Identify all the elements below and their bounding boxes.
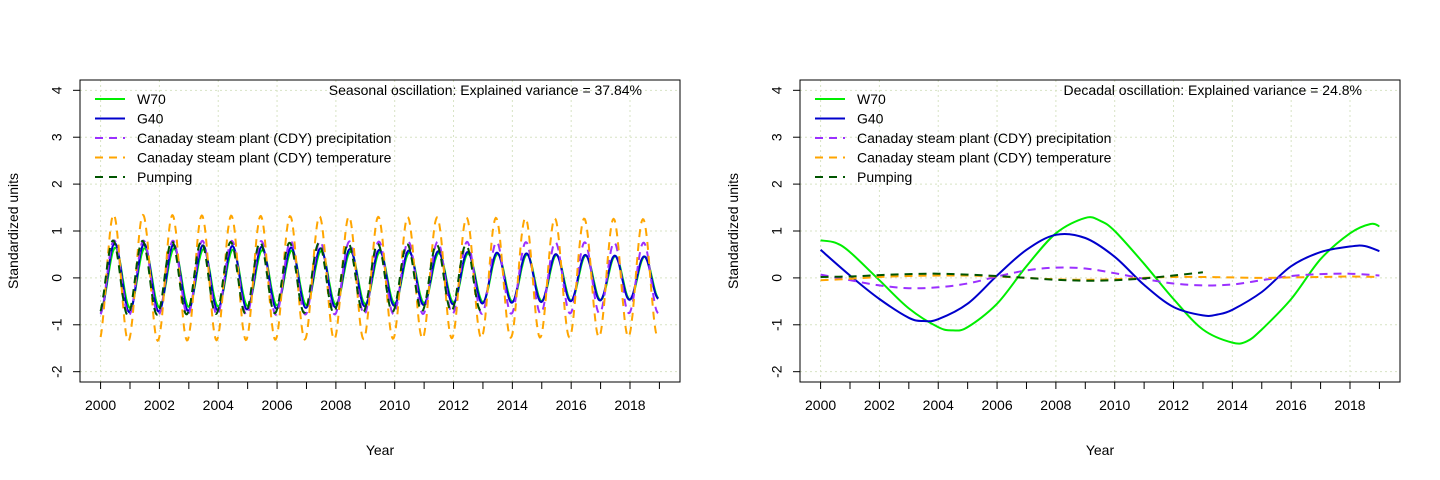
x-tick-label: 2010	[1099, 397, 1130, 413]
y-tick-label: 4	[769, 86, 785, 94]
y-axis: -2 -1 0 1 2 3 4 Standardized units	[725, 86, 801, 378]
legend-label: Canaday steam plant (CDY) temperature	[857, 150, 1112, 166]
x-tick-label: 2012	[438, 397, 469, 413]
x-tick-label: 2016	[556, 397, 587, 413]
legend-label: G40	[137, 111, 164, 127]
y-tick-label: 3	[49, 133, 65, 141]
chart-panel-2: 2000 2002 2004 2006 2008 2010 2012 2014 2016 2018…	[725, 79, 1401, 458]
series-line-4	[99, 213, 659, 343]
x-axis-label: Year	[1086, 442, 1115, 458]
x-tick-label: 2018	[614, 397, 645, 413]
legend-label: Pumping	[857, 169, 912, 185]
y-tick-label: 1	[769, 227, 785, 235]
x-axis: 2000 2002 2004 2006 2008 2010 2012 2014 2016 2018…	[805, 381, 1380, 458]
series-line-5	[820, 271, 1204, 282]
legend-label: Canaday steam plant (CDY) precipitation	[857, 130, 1111, 146]
y-tick-label: -1	[49, 318, 65, 331]
chart-title: Decadal oscillation: Explained variance …	[1064, 82, 1362, 98]
y-tick-label: -1	[769, 318, 785, 331]
series-line-5	[99, 239, 484, 317]
y-tick-label: -2	[769, 365, 785, 378]
y-tick-label: 2	[49, 180, 65, 188]
x-tick-label: 2004	[203, 397, 234, 413]
x-tick-label: 2008	[320, 397, 351, 413]
x-tick-label: 2014	[497, 397, 528, 413]
grid-lines	[80, 80, 680, 382]
x-tick-label: 2000	[85, 397, 116, 413]
y-axis-label: Standardized units	[725, 173, 741, 289]
x-tick-label: 2000	[805, 397, 836, 413]
y-axis: -2 -1 0 1 2 3 4 Standardized units	[5, 86, 81, 378]
y-tick-label: 4	[49, 86, 65, 94]
legend: W70 G40 Canaday steam plant (CDY) precipit…	[815, 91, 1112, 185]
legend-label: G40	[857, 111, 884, 127]
x-tick-label: 2018	[1334, 397, 1365, 413]
x-axis-label: Year	[366, 442, 395, 458]
legend-label: W70	[857, 91, 886, 107]
series-line-1	[820, 216, 1380, 345]
series-line-2	[819, 232, 1380, 323]
series-line-3	[820, 266, 1380, 290]
x-tick-label: 2006	[981, 397, 1012, 413]
x-axis: 2000 2002 2004 2006 2008 2010 2012 2014 2016 2018…	[85, 381, 660, 458]
legend-label: Canaday steam plant (CDY) temperature	[137, 150, 392, 166]
y-tick-label: 2	[769, 180, 785, 188]
legend: W70 G40 Canaday steam plant (CDY) precipit…	[95, 91, 392, 185]
x-tick-label: 2014	[1217, 397, 1248, 413]
x-tick-label: 2012	[1158, 397, 1189, 413]
y-axis-label: Standardized units	[5, 173, 21, 289]
series-line-3	[99, 239, 659, 317]
x-tick-label: 2008	[1040, 397, 1071, 413]
x-tick-label: 2004	[923, 397, 954, 413]
x-tick-label: 2002	[144, 397, 175, 413]
y-tick-label: 1	[49, 227, 65, 235]
chart-title: Seasonal oscillation: Explained variance…	[329, 82, 642, 98]
grid-lines	[800, 80, 1400, 382]
y-tick-label: 0	[49, 274, 65, 282]
y-tick-label: 3	[769, 133, 785, 141]
legend-label: Pumping	[137, 169, 192, 185]
chart-panel-1: 2000 2002 2004 2006 2008 2010 2012 2014 2016 2018…	[5, 79, 681, 458]
y-tick-label: 0	[769, 274, 785, 282]
series-line-4	[820, 274, 1380, 282]
x-tick-label: 2010	[379, 397, 410, 413]
y-tick-label: -2	[49, 365, 65, 378]
legend-label: Canaday steam plant (CDY) precipitation	[137, 130, 391, 146]
x-tick-label: 2006	[261, 397, 292, 413]
x-tick-label: 2002	[864, 397, 895, 413]
x-tick-label: 2016	[1276, 397, 1307, 413]
legend-label: W70	[137, 91, 166, 107]
